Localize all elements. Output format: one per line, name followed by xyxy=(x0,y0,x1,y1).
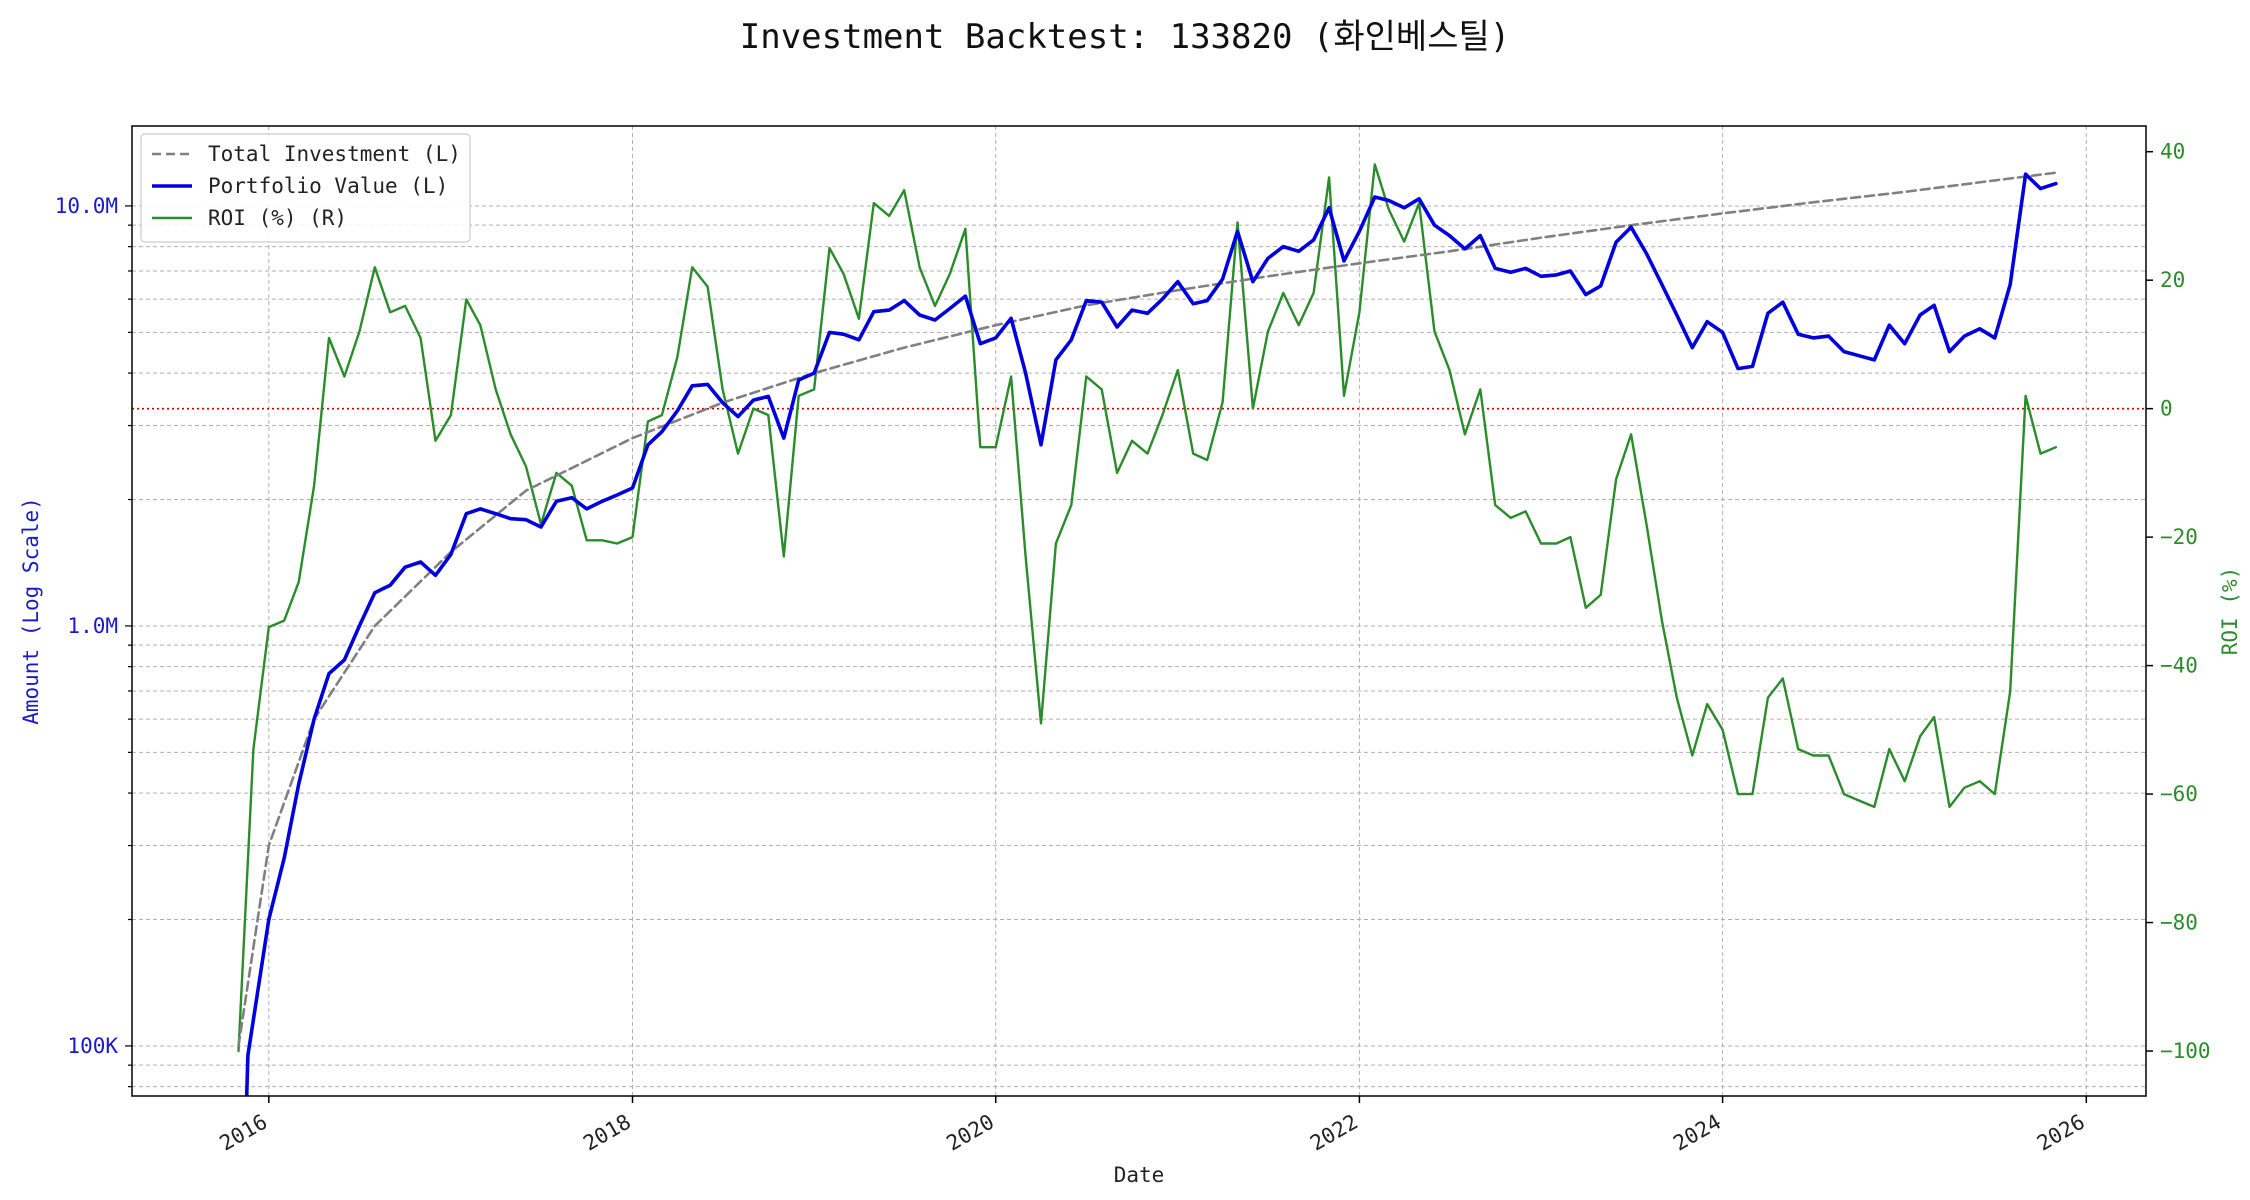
chart-title: Investment Backtest: 133820 (화인베스틸) xyxy=(740,17,1511,57)
x-tick-label: 2016 xyxy=(216,1110,272,1156)
left-y-axis-label: Amount (Log Scale) xyxy=(19,497,43,725)
left-tick-label: 1.0M xyxy=(67,614,118,638)
right-y-axis-label: ROI (%) xyxy=(2218,567,2242,656)
portfolio-value-line xyxy=(244,172,2058,1096)
gridlines xyxy=(132,126,2146,1096)
legend-label: Total Investment (L) xyxy=(208,142,461,166)
left-y-axis: 100K 1.0M 10.0M xyxy=(55,194,132,1088)
legend-box xyxy=(140,133,471,243)
legend-label: Portfolio Value (L) xyxy=(208,174,448,198)
left-tick-label: 10.0M xyxy=(55,194,118,218)
right-tick-label: 20 xyxy=(2160,268,2185,292)
x-axis: 2016 2018 2020 2022 2024 2026 xyxy=(216,1096,2089,1156)
right-tick-label: −60 xyxy=(2160,782,2198,806)
series-layer xyxy=(237,163,2058,1096)
x-tick-label: 2020 xyxy=(942,1110,998,1156)
x-tick-label: 2018 xyxy=(579,1110,635,1156)
right-tick-label: −100 xyxy=(2160,1039,2211,1063)
right-tick-label: −80 xyxy=(2160,911,2198,935)
left-tick-label: 100K xyxy=(67,1034,118,1058)
x-tick-label: 2022 xyxy=(1306,1110,1362,1156)
right-y-axis: −100 −80 −60 −40 −20 0 20 40 xyxy=(2146,140,2211,1063)
right-tick-label: −20 xyxy=(2160,525,2198,549)
x-tick-label: 2026 xyxy=(2033,1110,2089,1156)
right-tick-label: 40 xyxy=(2160,140,2185,164)
x-tick-label: 2024 xyxy=(1669,1110,1725,1156)
x-axis-label: Date xyxy=(1114,1163,1165,1187)
legend: Total Investment (L) Portfolio Value (L) R… xyxy=(140,133,471,243)
right-tick-label: −40 xyxy=(2160,654,2198,678)
total-investment-line xyxy=(237,171,2058,1048)
roi-line xyxy=(237,163,2058,1053)
plot-frame xyxy=(131,125,2147,1097)
legend-label: ROI (%) (R) xyxy=(208,206,347,230)
right-tick-label: 0 xyxy=(2160,397,2173,421)
